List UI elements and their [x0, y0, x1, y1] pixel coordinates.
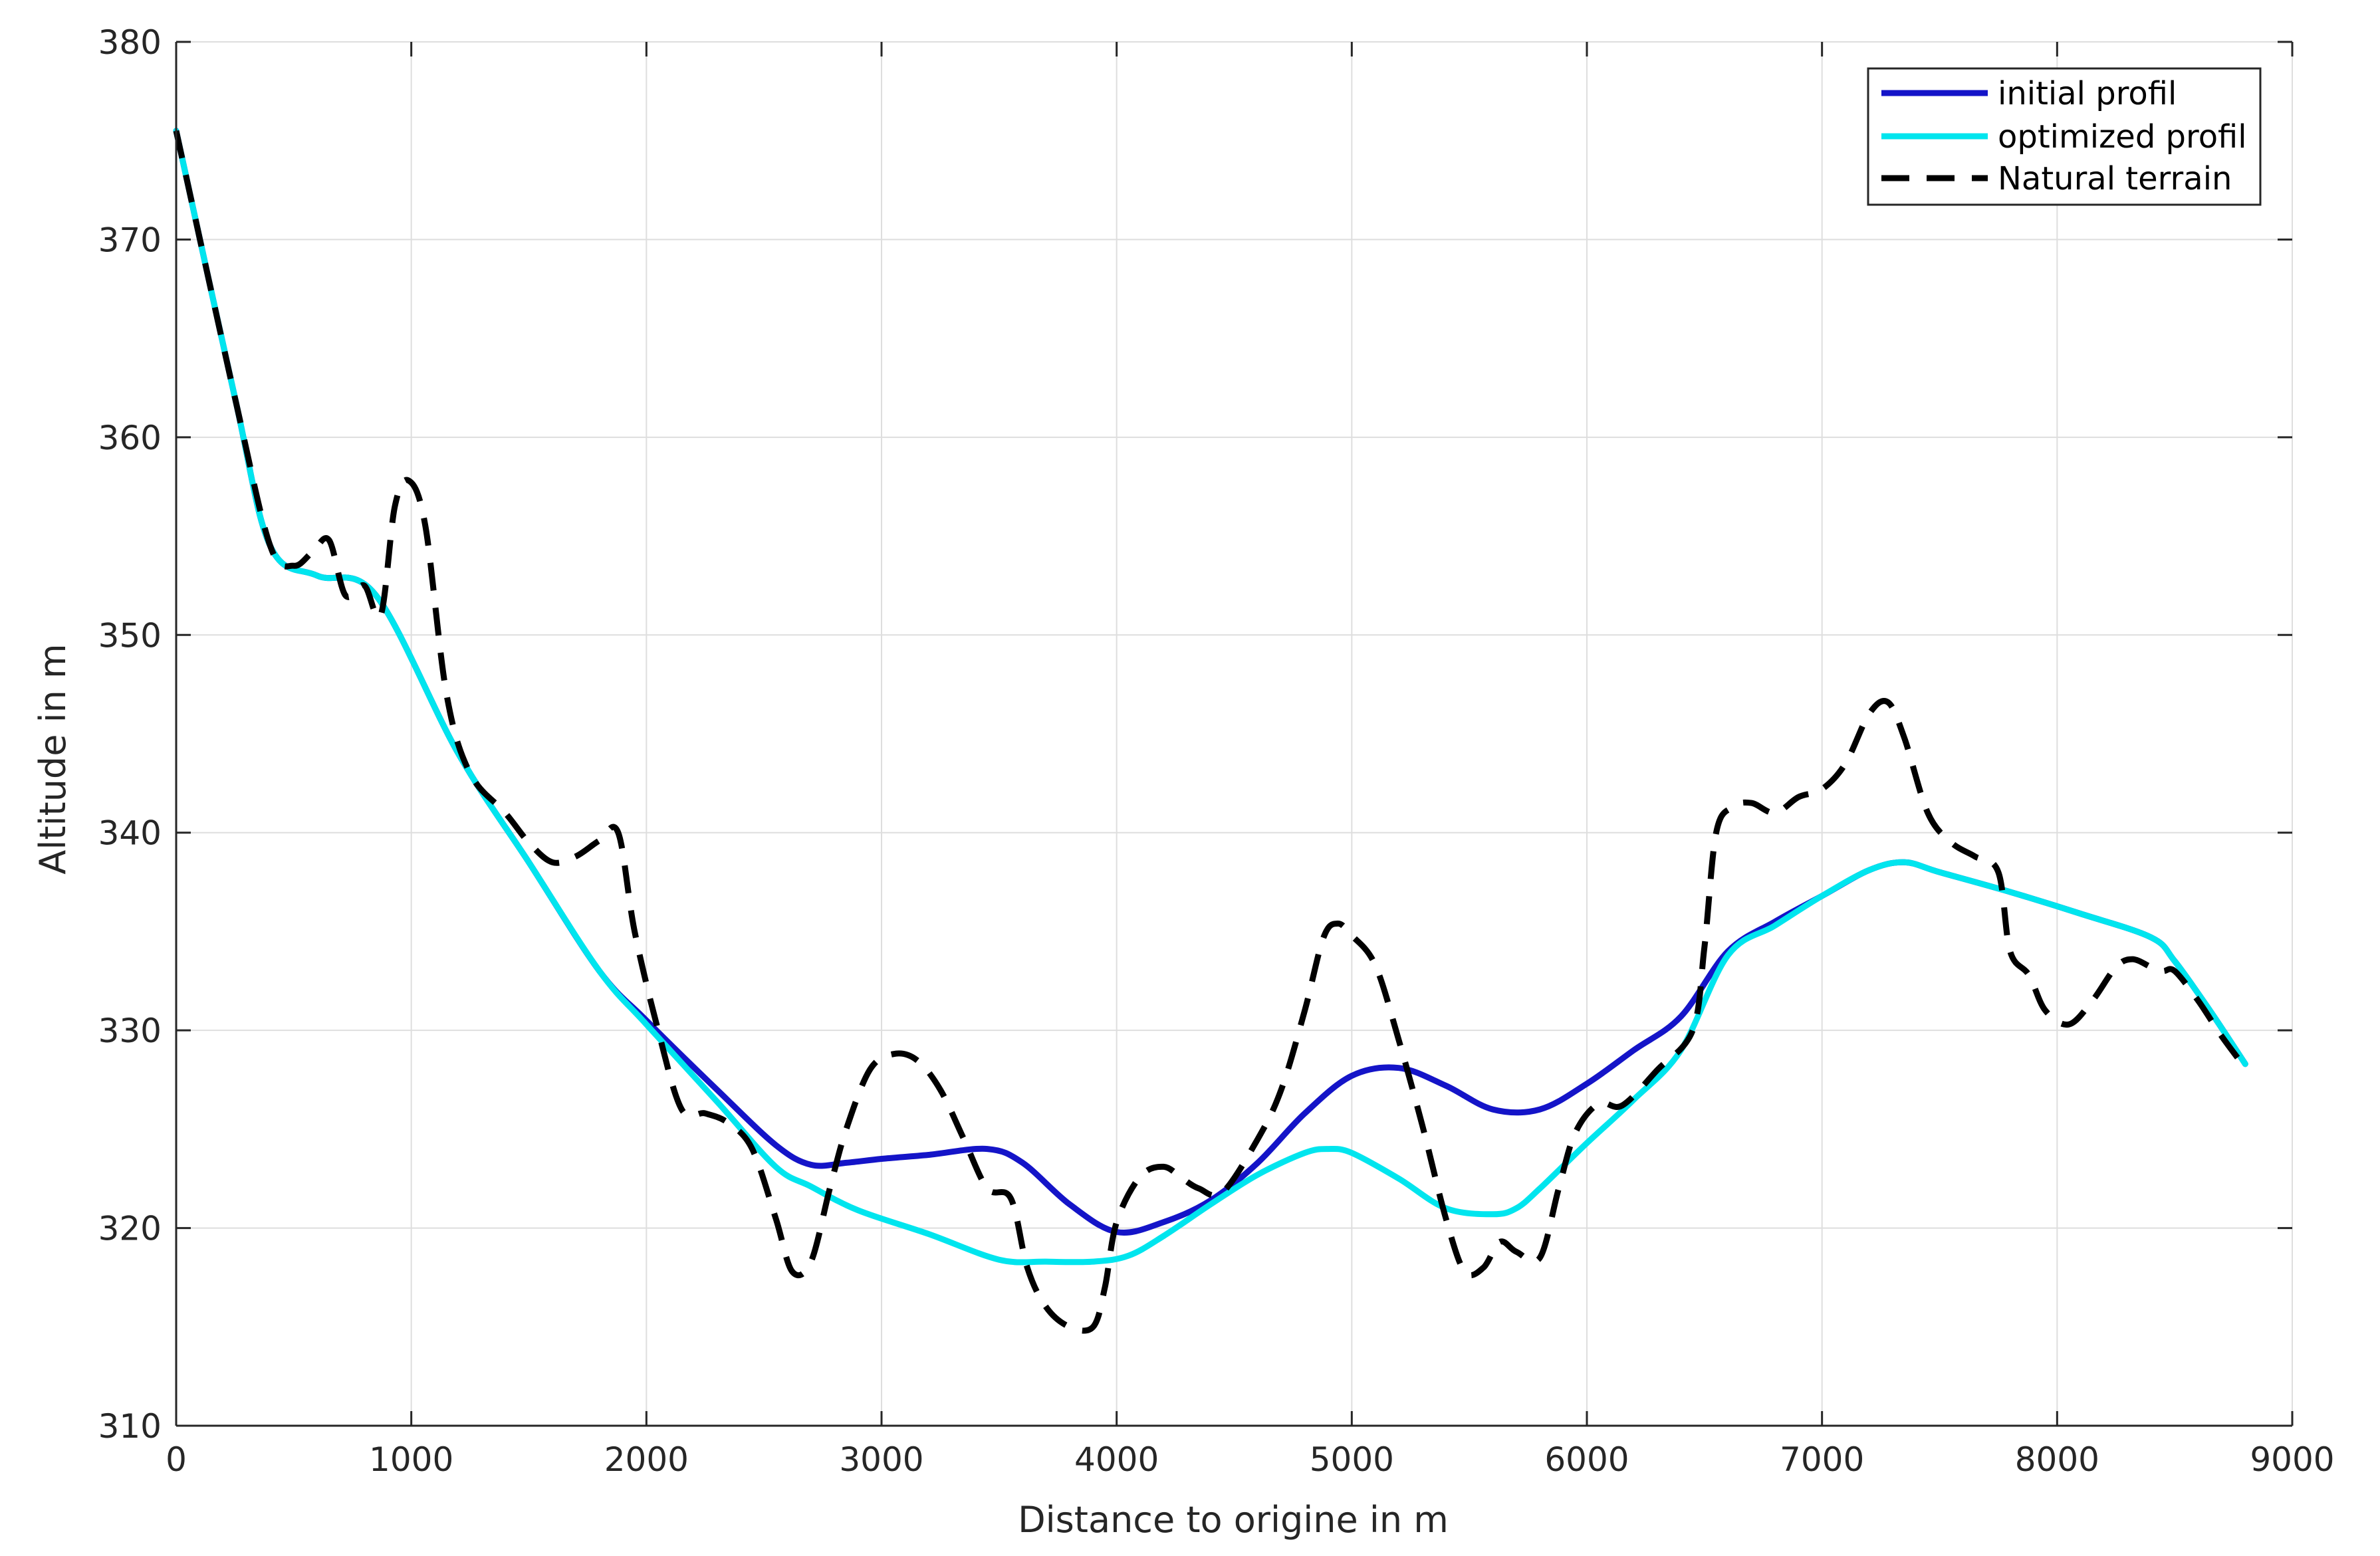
y-tick-label-1: 320: [98, 1210, 162, 1248]
y-tick-label-0: 310: [98, 1407, 162, 1446]
natural-terrain-line: [173, 130, 2248, 1334]
x-tick-label-3: 3000: [839, 1440, 923, 1479]
legend-label-terrain: Natural terrain: [1998, 160, 2232, 197]
x-tick-label-5: 5000: [1310, 1440, 1394, 1479]
y-tick-label-6: 370: [98, 221, 162, 259]
x-tick-label-8: 8000: [2015, 1440, 2099, 1479]
y-tick-label-2: 330: [98, 1012, 162, 1050]
x-tick-label-1: 1000: [369, 1440, 453, 1479]
legend-label-initial: initial profil: [1998, 75, 2177, 112]
x-axis-ticks: 0 1000 2000 3000 4000 5000 6000 7000 8000 9000: [166, 42, 2335, 1479]
optimized-profil-line: [173, 128, 2248, 1266]
legend: initial profil optimized profil Natural …: [1867, 67, 2262, 206]
x-tick-label-2: 2000: [604, 1440, 689, 1479]
y-tick-label-5: 360: [98, 419, 162, 457]
x-tick-label-6: 6000: [1544, 1440, 1629, 1479]
x-tick-label-7: 7000: [1780, 1440, 1864, 1479]
axes: [175, 42, 2292, 1427]
series-lines: [173, 128, 2248, 1334]
y-axis-ticks: 310 320 330 340 350 360 370 380: [98, 23, 2292, 1446]
y-tick-label-4: 350: [98, 616, 162, 655]
legend-label-optimized: optimized profil: [1998, 118, 2247, 156]
y-tick-label-3: 340: [98, 814, 162, 853]
x-tick-label-4: 4000: [1074, 1440, 1159, 1479]
y-axis-label: Altitude in m: [32, 643, 74, 874]
y-tick-label-7: 380: [98, 23, 162, 62]
x-tick-label-9: 9000: [2250, 1440, 2334, 1479]
x-tick-label-0: 0: [166, 1440, 187, 1479]
x-axis-label: Distance to origine in m: [1018, 1499, 1449, 1541]
